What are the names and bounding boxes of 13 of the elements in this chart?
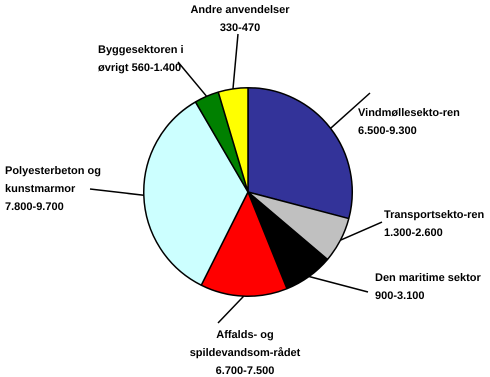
slice-label: Polyesterbeton og kunstmarmor xyxy=(5,165,101,196)
data-label: 330-470 xyxy=(220,22,260,34)
slice-label: Andre anvendelser xyxy=(190,4,290,16)
data-label: 900-3.100 xyxy=(375,290,425,302)
slice-label: Affalds- og spildevandsom-rådet xyxy=(190,329,301,360)
data-label: 1.300-2.600 xyxy=(384,227,443,240)
slice-label: Vindmøllesekto-ren xyxy=(358,107,460,120)
data-label: 6.500-9.300 xyxy=(358,125,417,138)
slice-label: Den maritime sektor xyxy=(375,272,482,284)
slice-label: Transportsekto-ren xyxy=(384,209,485,222)
data-label: 6.700-7.500 xyxy=(216,365,274,377)
slice-label: Byggesektoren i øvrigt 560-1.400 xyxy=(98,44,184,74)
data-label: 7.800-9.700 xyxy=(5,201,64,214)
